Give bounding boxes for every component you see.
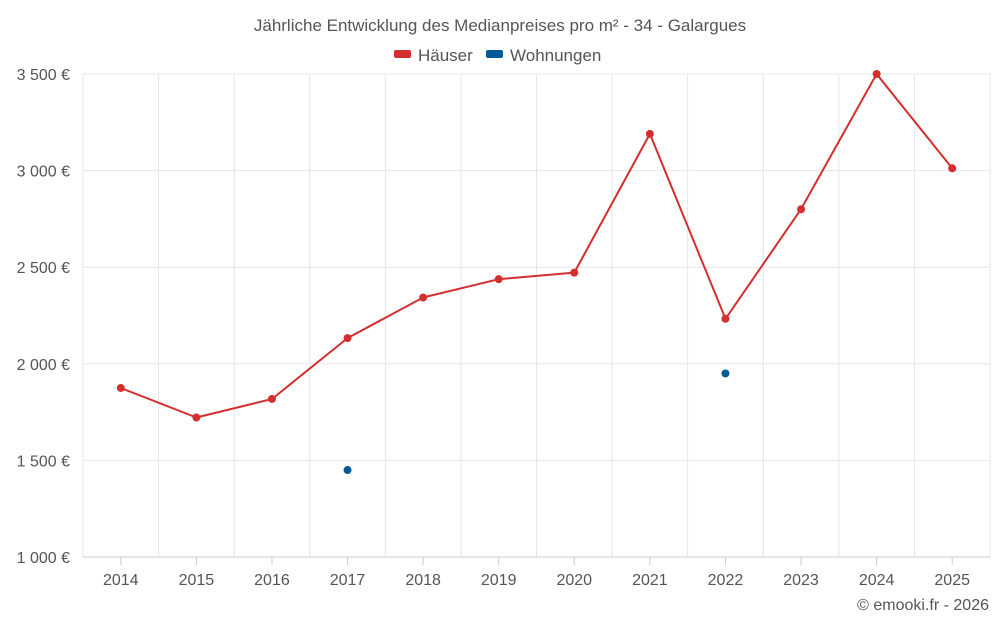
legend-swatch-wohnungen	[486, 50, 503, 58]
y-tick-label: 1 500 €	[17, 453, 70, 470]
legend-label-hauser: Häuser	[418, 46, 473, 65]
x-tick-label: 2022	[708, 572, 744, 589]
legend-swatch-hauser	[394, 50, 411, 58]
x-tick-label: 2019	[481, 572, 517, 589]
x-tick-label: 2024	[859, 572, 895, 589]
credit-text: © emooki.fr - 2026	[857, 597, 989, 614]
grid	[82, 73, 991, 557]
x-tick-label: 2023	[783, 572, 819, 589]
axes: 1 000 € 1 500 € 2 000 € 2 500 € 3 000 € 3 500…	[17, 67, 990, 589]
y-tick-label: 2 500 €	[17, 260, 70, 277]
legend-item-hauser[interactable]: Häuser	[394, 46, 473, 65]
y-tick-label: 1 000 €	[17, 550, 70, 567]
x-tick-label: 2014	[103, 572, 139, 589]
data-point-hauser[interactable]	[494, 275, 503, 284]
x-tick-label: 2018	[405, 572, 441, 589]
series	[116, 70, 957, 475]
data-point-hauser[interactable]	[343, 334, 352, 343]
data-point-hauser[interactable]	[419, 293, 428, 302]
data-point-hauser[interactable]	[570, 268, 579, 277]
legend-item-wohnungen[interactable]: Wohnungen	[486, 46, 601, 65]
y-tick-label: 3 000 €	[17, 164, 70, 181]
x-tick-label: 2015	[179, 572, 215, 589]
x-tick-label: 2017	[330, 572, 366, 589]
x-tick-label: 2016	[254, 572, 290, 589]
data-point-wohnungen[interactable]	[343, 466, 352, 475]
legend-label-wohnungen: Wohnungen	[510, 46, 601, 65]
data-point-hauser[interactable]	[267, 394, 276, 403]
data-point-hauser[interactable]	[721, 314, 730, 323]
x-tick-label: 2021	[632, 572, 668, 589]
data-point-hauser[interactable]	[872, 70, 881, 78]
data-point-wohnungen[interactable]	[721, 369, 730, 378]
y-tick-label: 2 000 €	[17, 357, 70, 374]
chart-title: Jährliche Entwicklung des Medianpreises …	[254, 16, 746, 35]
legend: Häuser Wohnungen	[394, 46, 601, 65]
data-point-hauser[interactable]	[645, 129, 654, 138]
series-line-hauser	[120, 73, 953, 419]
data-point-hauser[interactable]	[948, 164, 957, 173]
y-tick-label: 3 500 €	[17, 67, 70, 84]
x-tick-label: 2025	[934, 572, 970, 589]
x-tick-label: 2020	[556, 572, 592, 589]
data-point-hauser[interactable]	[116, 383, 125, 392]
data-point-hauser[interactable]	[797, 205, 806, 214]
data-point-hauser[interactable]	[192, 413, 201, 422]
